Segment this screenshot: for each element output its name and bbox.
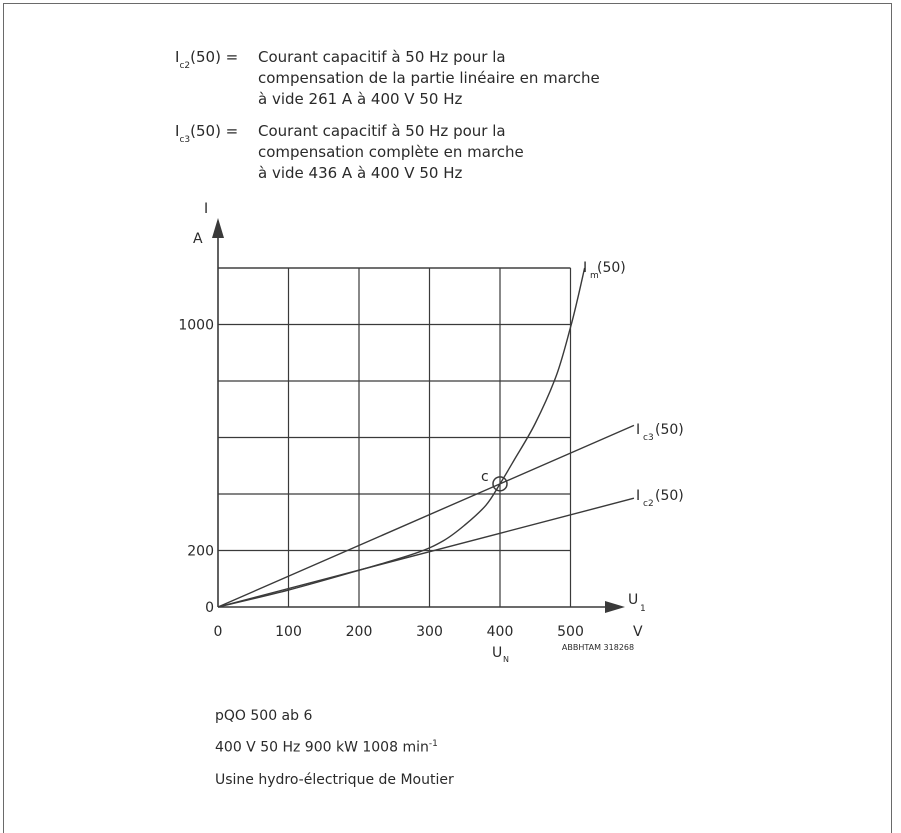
series-label-sub-m: m bbox=[590, 271, 599, 281]
x-axis-arrow bbox=[605, 601, 625, 613]
y-axis-arrow bbox=[212, 218, 224, 238]
x-tick-label: 500 bbox=[557, 624, 584, 640]
definition-line: Courant capacitif à 50 Hz pour la bbox=[258, 48, 506, 66]
x-axis-unit: V bbox=[633, 624, 643, 640]
point-marker-circle bbox=[492, 476, 508, 492]
figure-reference: ABBHTAM 318268 bbox=[562, 643, 634, 652]
series-label-arg-m: (50) bbox=[597, 260, 626, 276]
series-line-c2 bbox=[217, 497, 635, 608]
x-axis-title: U bbox=[628, 592, 638, 608]
y-axis-unit: A bbox=[193, 231, 203, 247]
series-label-c3: I bbox=[636, 422, 640, 438]
x-tick-label: 100 bbox=[275, 624, 302, 640]
definition-line: compensation complète en marche bbox=[258, 143, 524, 161]
series-line-c3 bbox=[217, 424, 635, 608]
definition-symbol: Ic3(50) = bbox=[175, 121, 238, 145]
symbol-letter: I bbox=[175, 122, 180, 140]
x-tick-label: 200 bbox=[346, 624, 373, 640]
y-tick-label: 200 bbox=[187, 544, 214, 560]
figure-frame bbox=[3, 3, 892, 833]
symbol-subscript: c2 bbox=[179, 61, 191, 71]
series-label-sub-c2: c2 bbox=[643, 499, 654, 509]
definition-line: compensation de la partie linéaire en ma… bbox=[258, 69, 600, 87]
y-axis-title: I bbox=[204, 201, 208, 217]
x-marker-label: U bbox=[492, 645, 502, 661]
x-tick-label: 0 bbox=[214, 624, 223, 640]
definition-text: Courant capacitif à 50 Hz pour la compen… bbox=[258, 121, 524, 184]
definition-line: à vide 261 A à 400 V 50 Hz bbox=[258, 90, 463, 108]
machine-rating: 400 V 50 Hz 900 kW 1008 min-1 bbox=[215, 739, 438, 756]
series-label-c2: I bbox=[636, 488, 640, 504]
symbol-letter: I bbox=[175, 48, 180, 66]
machine-rating-text: 400 V 50 Hz 900 kW 1008 min bbox=[215, 739, 429, 756]
x-axis-title-sub: 1 bbox=[640, 604, 646, 614]
machine-rating-sup: -1 bbox=[428, 739, 438, 749]
definition-text: Courant capacitif à 50 Hz pour la compen… bbox=[258, 47, 600, 110]
plant-name: Usine hydro-électrique de Moutier bbox=[215, 772, 454, 788]
x-tick-label: 400 bbox=[487, 624, 514, 640]
point-marker-label: c bbox=[481, 469, 489, 485]
machine-type: pQO 500 ab 6 bbox=[215, 708, 313, 724]
series-label-arg-c3: (50) bbox=[655, 422, 684, 438]
y-tick-label: 0 bbox=[205, 600, 214, 616]
x-tick-label: 300 bbox=[416, 624, 443, 640]
definition-line: à vide 436 A à 400 V 50 Hz bbox=[258, 164, 463, 182]
definition-line: Courant capacitif à 50 Hz pour la bbox=[258, 122, 506, 140]
symbol-arg: (50) = bbox=[190, 122, 239, 140]
y-tick-label: 1000 bbox=[178, 318, 214, 334]
symbol-arg: (50) = bbox=[190, 48, 239, 66]
series-label-m: I bbox=[583, 260, 587, 276]
series-label-arg-c2: (50) bbox=[655, 488, 684, 504]
symbol-subscript: c3 bbox=[179, 135, 191, 145]
definition-symbol: Ic2(50) = bbox=[175, 47, 238, 71]
series-label-sub-c3: c3 bbox=[643, 433, 654, 443]
x-marker-sub: N bbox=[503, 655, 509, 664]
